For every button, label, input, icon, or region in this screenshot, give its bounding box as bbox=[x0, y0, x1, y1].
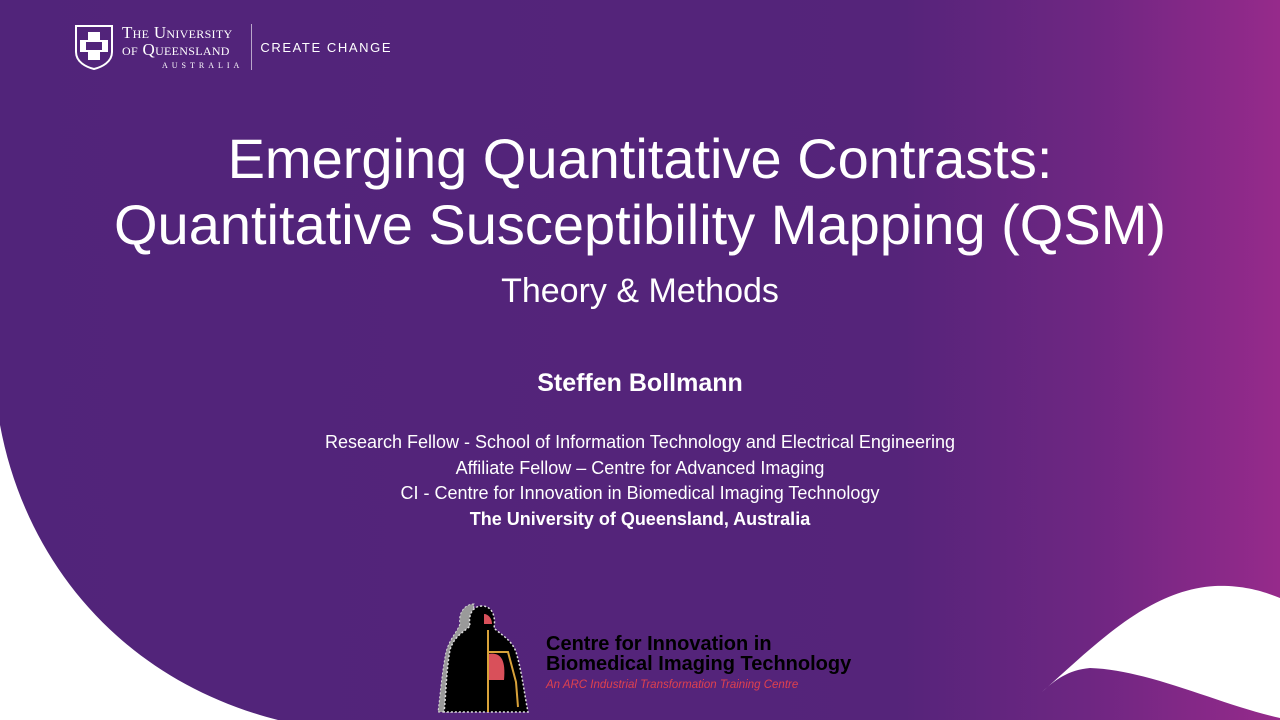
human-body-icon bbox=[437, 603, 529, 713]
cibit-tagline: An ARC Industrial Transformation Trainin… bbox=[546, 679, 799, 691]
uq-logo: The University of Queensland AUSTRALIA C… bbox=[74, 24, 392, 70]
slide-subtitle: Theory & Methods bbox=[501, 272, 779, 310]
uq-name-line1: The University bbox=[122, 23, 233, 42]
author-name: Steffen Bollmann bbox=[537, 369, 743, 397]
cibit-name-line1: Centre for Innovation in bbox=[546, 633, 772, 655]
affiliation-1: Research Fellow - School of Information … bbox=[324, 432, 955, 452]
uq-tagline: CREATE CHANGE bbox=[260, 39, 393, 55]
uq-crest-icon bbox=[75, 25, 113, 70]
cibit-name-line2: Biomedical Imaging Technology bbox=[546, 653, 852, 675]
affiliations: Research Fellow - School of Information … bbox=[0, 430, 1280, 532]
affiliation-4: The University of Queensland, Australia bbox=[469, 508, 811, 529]
affiliation-3: CI - Centre for Innovation in Biomedical… bbox=[400, 483, 880, 503]
bottom-right-white-wave bbox=[1042, 585, 1280, 718]
title-line-2: Quantitative Susceptibility Mapping (QSM… bbox=[114, 193, 1166, 256]
slide-title: Emerging Quantitative Contrasts: Quantit… bbox=[0, 126, 1280, 258]
uq-name-line2: of Queensland bbox=[122, 40, 230, 59]
title-line-1: Emerging Quantitative Contrasts: bbox=[227, 127, 1053, 190]
cibit-logo: Centre for Innovation in Biomedical Imag… bbox=[436, 602, 851, 714]
logo-divider bbox=[251, 24, 253, 70]
bottom-left-white-curve bbox=[0, 425, 278, 720]
uq-name-line3: AUSTRALIA bbox=[162, 61, 244, 70]
affiliation-2: Affiliate Fellow – Centre for Advanced I… bbox=[455, 457, 825, 478]
